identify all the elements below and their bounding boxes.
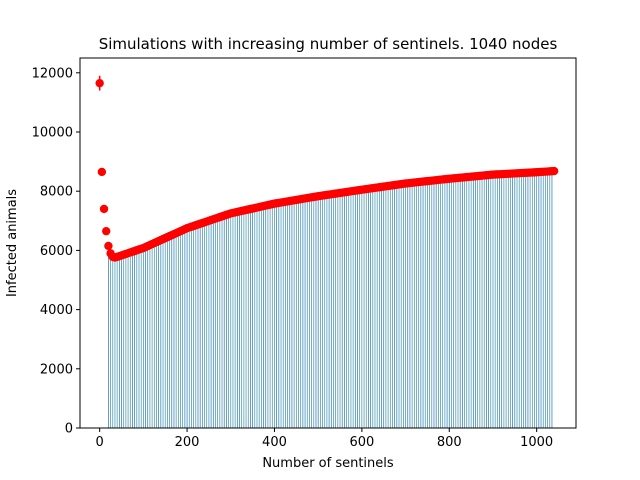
data-point-2 xyxy=(99,204,109,214)
plot-frame xyxy=(79,57,577,429)
data-points xyxy=(95,75,559,262)
chart-title: Simulations with increasing number of se… xyxy=(99,35,558,53)
y-tick-label-3: 6000 xyxy=(40,244,73,259)
x-tick-label-0: 0 xyxy=(96,435,104,450)
y-tick-label-1: 2000 xyxy=(40,362,73,377)
x-tick-label-3: 600 xyxy=(349,435,374,450)
data-point-0 xyxy=(95,78,104,88)
x-tick-label-1: 200 xyxy=(175,435,200,450)
stem-bars xyxy=(108,171,553,428)
y-tick-label-6: 12000 xyxy=(32,66,73,81)
data-point-208 xyxy=(549,166,559,176)
y-tick-label-5: 10000 xyxy=(32,126,73,141)
x-axis: 0 200 400 600 800 1000 xyxy=(96,428,553,450)
x-tick-label-2: 400 xyxy=(262,435,287,450)
data-point-1 xyxy=(97,167,107,177)
y-tick-label-2: 4000 xyxy=(40,303,73,318)
x-axis-label: Number of sentinels xyxy=(262,456,394,471)
data-point-3 xyxy=(102,226,111,236)
y-tick-label-4: 8000 xyxy=(40,185,73,200)
y-tick-label-0: 0 xyxy=(65,422,73,437)
x-tick-label-4: 800 xyxy=(437,435,462,450)
y-axis: 0 2000 4000 6000 8000 10000 12000 xyxy=(32,66,80,437)
x-tick-label-5: 1000 xyxy=(520,435,553,450)
data-point-4 xyxy=(104,241,113,251)
y-axis-label: Infected animals xyxy=(5,189,20,297)
